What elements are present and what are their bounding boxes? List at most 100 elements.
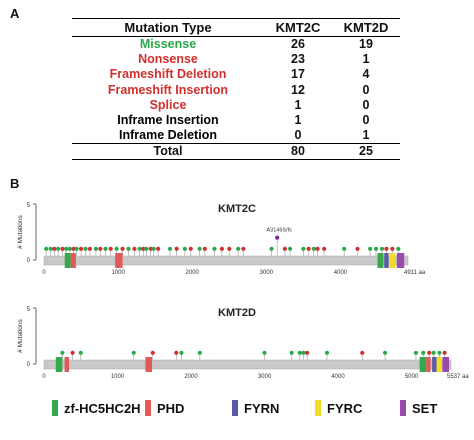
legend-swatch bbox=[52, 400, 58, 416]
mutation-head bbox=[301, 350, 306, 355]
legend-swatch bbox=[232, 400, 238, 416]
legend-item: FYRN bbox=[232, 400, 279, 416]
mutation-head bbox=[287, 246, 293, 251]
mutation-head bbox=[83, 246, 88, 251]
mutation-head bbox=[301, 246, 306, 251]
mutation-type-cell: Frameshift Insertion bbox=[107, 82, 229, 97]
kmt2c-count-cell: 1 bbox=[294, 97, 302, 112]
mutation-type-cell: Splice bbox=[149, 97, 187, 112]
header-kmt2c: KMT2C bbox=[264, 18, 332, 37]
y-axis-label: # Mutations bbox=[17, 318, 24, 352]
mutation-head bbox=[167, 246, 173, 251]
mutation-head bbox=[219, 246, 224, 251]
kmt2d-count-cell: 0 bbox=[362, 82, 370, 97]
mutation-head bbox=[93, 246, 98, 251]
header-mutation-type: Mutation Type bbox=[72, 18, 264, 37]
mutation-type-cell: Inframe Insertion bbox=[117, 113, 219, 128]
mutation-head bbox=[311, 246, 316, 251]
mutation-head bbox=[427, 350, 432, 355]
panel-b-label: B bbox=[10, 176, 20, 191]
mutation-head bbox=[297, 350, 302, 355]
kmt2c-count-cell: 17 bbox=[291, 67, 305, 82]
x-tick-label: 0 bbox=[42, 374, 46, 380]
legend-label: zf-HC5HC2H bbox=[64, 400, 141, 416]
mutation-head bbox=[151, 246, 156, 251]
domain-phd bbox=[64, 357, 69, 372]
table-row: Splice 1 0 bbox=[72, 98, 400, 113]
kmt2d-count-cell: 1 bbox=[362, 52, 370, 67]
plot-title: KMT2C bbox=[218, 203, 256, 215]
x-tick-label: 4000 bbox=[331, 374, 345, 380]
mutation-head bbox=[306, 246, 311, 251]
mutation-head bbox=[360, 350, 365, 355]
mutation-head bbox=[379, 246, 385, 251]
domain-fyrc bbox=[436, 357, 442, 372]
mutation-head bbox=[212, 246, 217, 251]
table-header-row: Mutation Type KMT2C KMT2D bbox=[72, 18, 400, 37]
legend-item: zf-HC5HC2H bbox=[52, 400, 141, 416]
mutation-head bbox=[74, 246, 79, 251]
legend-label: PHD bbox=[157, 400, 185, 416]
domain-fyrc bbox=[389, 253, 396, 268]
mutation-head bbox=[144, 246, 149, 251]
domain-zf-hc5hc2h bbox=[55, 357, 63, 372]
mutation-head bbox=[437, 350, 442, 355]
table-row: Frameshift Insertion 12 0 bbox=[72, 83, 400, 98]
mutation-head bbox=[202, 246, 207, 251]
legend-label: FYRC bbox=[327, 400, 363, 416]
mutation-head bbox=[282, 246, 287, 251]
domain-fyrn bbox=[384, 253, 389, 268]
mutation-head bbox=[275, 235, 280, 240]
mutation-type-cell: Inframe Deletion bbox=[119, 128, 217, 143]
mutation-head bbox=[174, 246, 179, 251]
x-tick-label: 1000 bbox=[111, 270, 125, 276]
mutation-head bbox=[236, 246, 241, 251]
mutation-head bbox=[103, 246, 108, 251]
plot-title: KMT2D bbox=[218, 307, 256, 319]
table-row: Nonsense 23 1 bbox=[72, 52, 400, 67]
mutation-head bbox=[55, 246, 61, 251]
legend-swatch bbox=[145, 400, 151, 416]
mutation-head bbox=[48, 246, 53, 251]
domain-fyrn bbox=[432, 357, 437, 372]
mutation-head bbox=[390, 246, 395, 251]
mutation-head bbox=[442, 350, 447, 355]
mutation-head bbox=[78, 350, 83, 355]
mutation-head bbox=[132, 246, 137, 251]
x-tick-label: 2000 bbox=[184, 374, 198, 380]
protein-length-label: 5537 aa bbox=[447, 374, 469, 380]
mutation-head bbox=[148, 246, 153, 251]
mutation-head bbox=[188, 246, 193, 251]
table-body: Missense 26 19 Nonsense 23 1 Frameshift Deleti… bbox=[72, 37, 400, 161]
mutation-type-cell: Frameshift Deletion bbox=[109, 67, 227, 82]
domain-phd bbox=[70, 253, 76, 268]
kmt2c-count-cell: 0 bbox=[294, 128, 302, 143]
kmt2d-lollipop-plot: 5 0 # Mutations KMT2D 0 1000 2000 3000 4000 5000 5… bbox=[17, 307, 469, 380]
domain-set bbox=[396, 253, 405, 268]
kmt2c-count-cell: 1 bbox=[294, 113, 302, 128]
mutation-head bbox=[373, 246, 379, 251]
mutation-head bbox=[305, 350, 310, 355]
domain-zf-hc5hc2h bbox=[377, 253, 384, 268]
domain-phd bbox=[145, 357, 153, 372]
x-tick-label: 1000 bbox=[111, 374, 125, 380]
protein-length-label: 4911 aa bbox=[404, 270, 426, 276]
mutation-head bbox=[179, 350, 184, 355]
table-row: Inframe Insertion 1 0 bbox=[72, 113, 400, 128]
mutation-head bbox=[322, 246, 327, 251]
kmt2d-count-cell: 4 bbox=[362, 67, 370, 82]
mutation-head bbox=[289, 350, 294, 355]
table-total-row: Total 80 25 bbox=[72, 143, 400, 161]
y-tick-label: 0 bbox=[27, 362, 31, 368]
mutation-annotation: A3146S/fs bbox=[266, 228, 292, 234]
x-tick-label: 2000 bbox=[186, 270, 200, 276]
x-tick-label: 3000 bbox=[258, 374, 272, 380]
x-tick-label: 3000 bbox=[260, 270, 274, 276]
mutation-head bbox=[60, 350, 65, 355]
mutation-head bbox=[384, 246, 389, 251]
kmt2d-total-cell: 25 bbox=[332, 143, 400, 161]
mutation-head bbox=[197, 350, 202, 355]
mutation-head bbox=[431, 350, 436, 355]
kmt2d-count-cell: 0 bbox=[362, 97, 370, 112]
mutation-type-cell: Missense bbox=[139, 37, 197, 51]
